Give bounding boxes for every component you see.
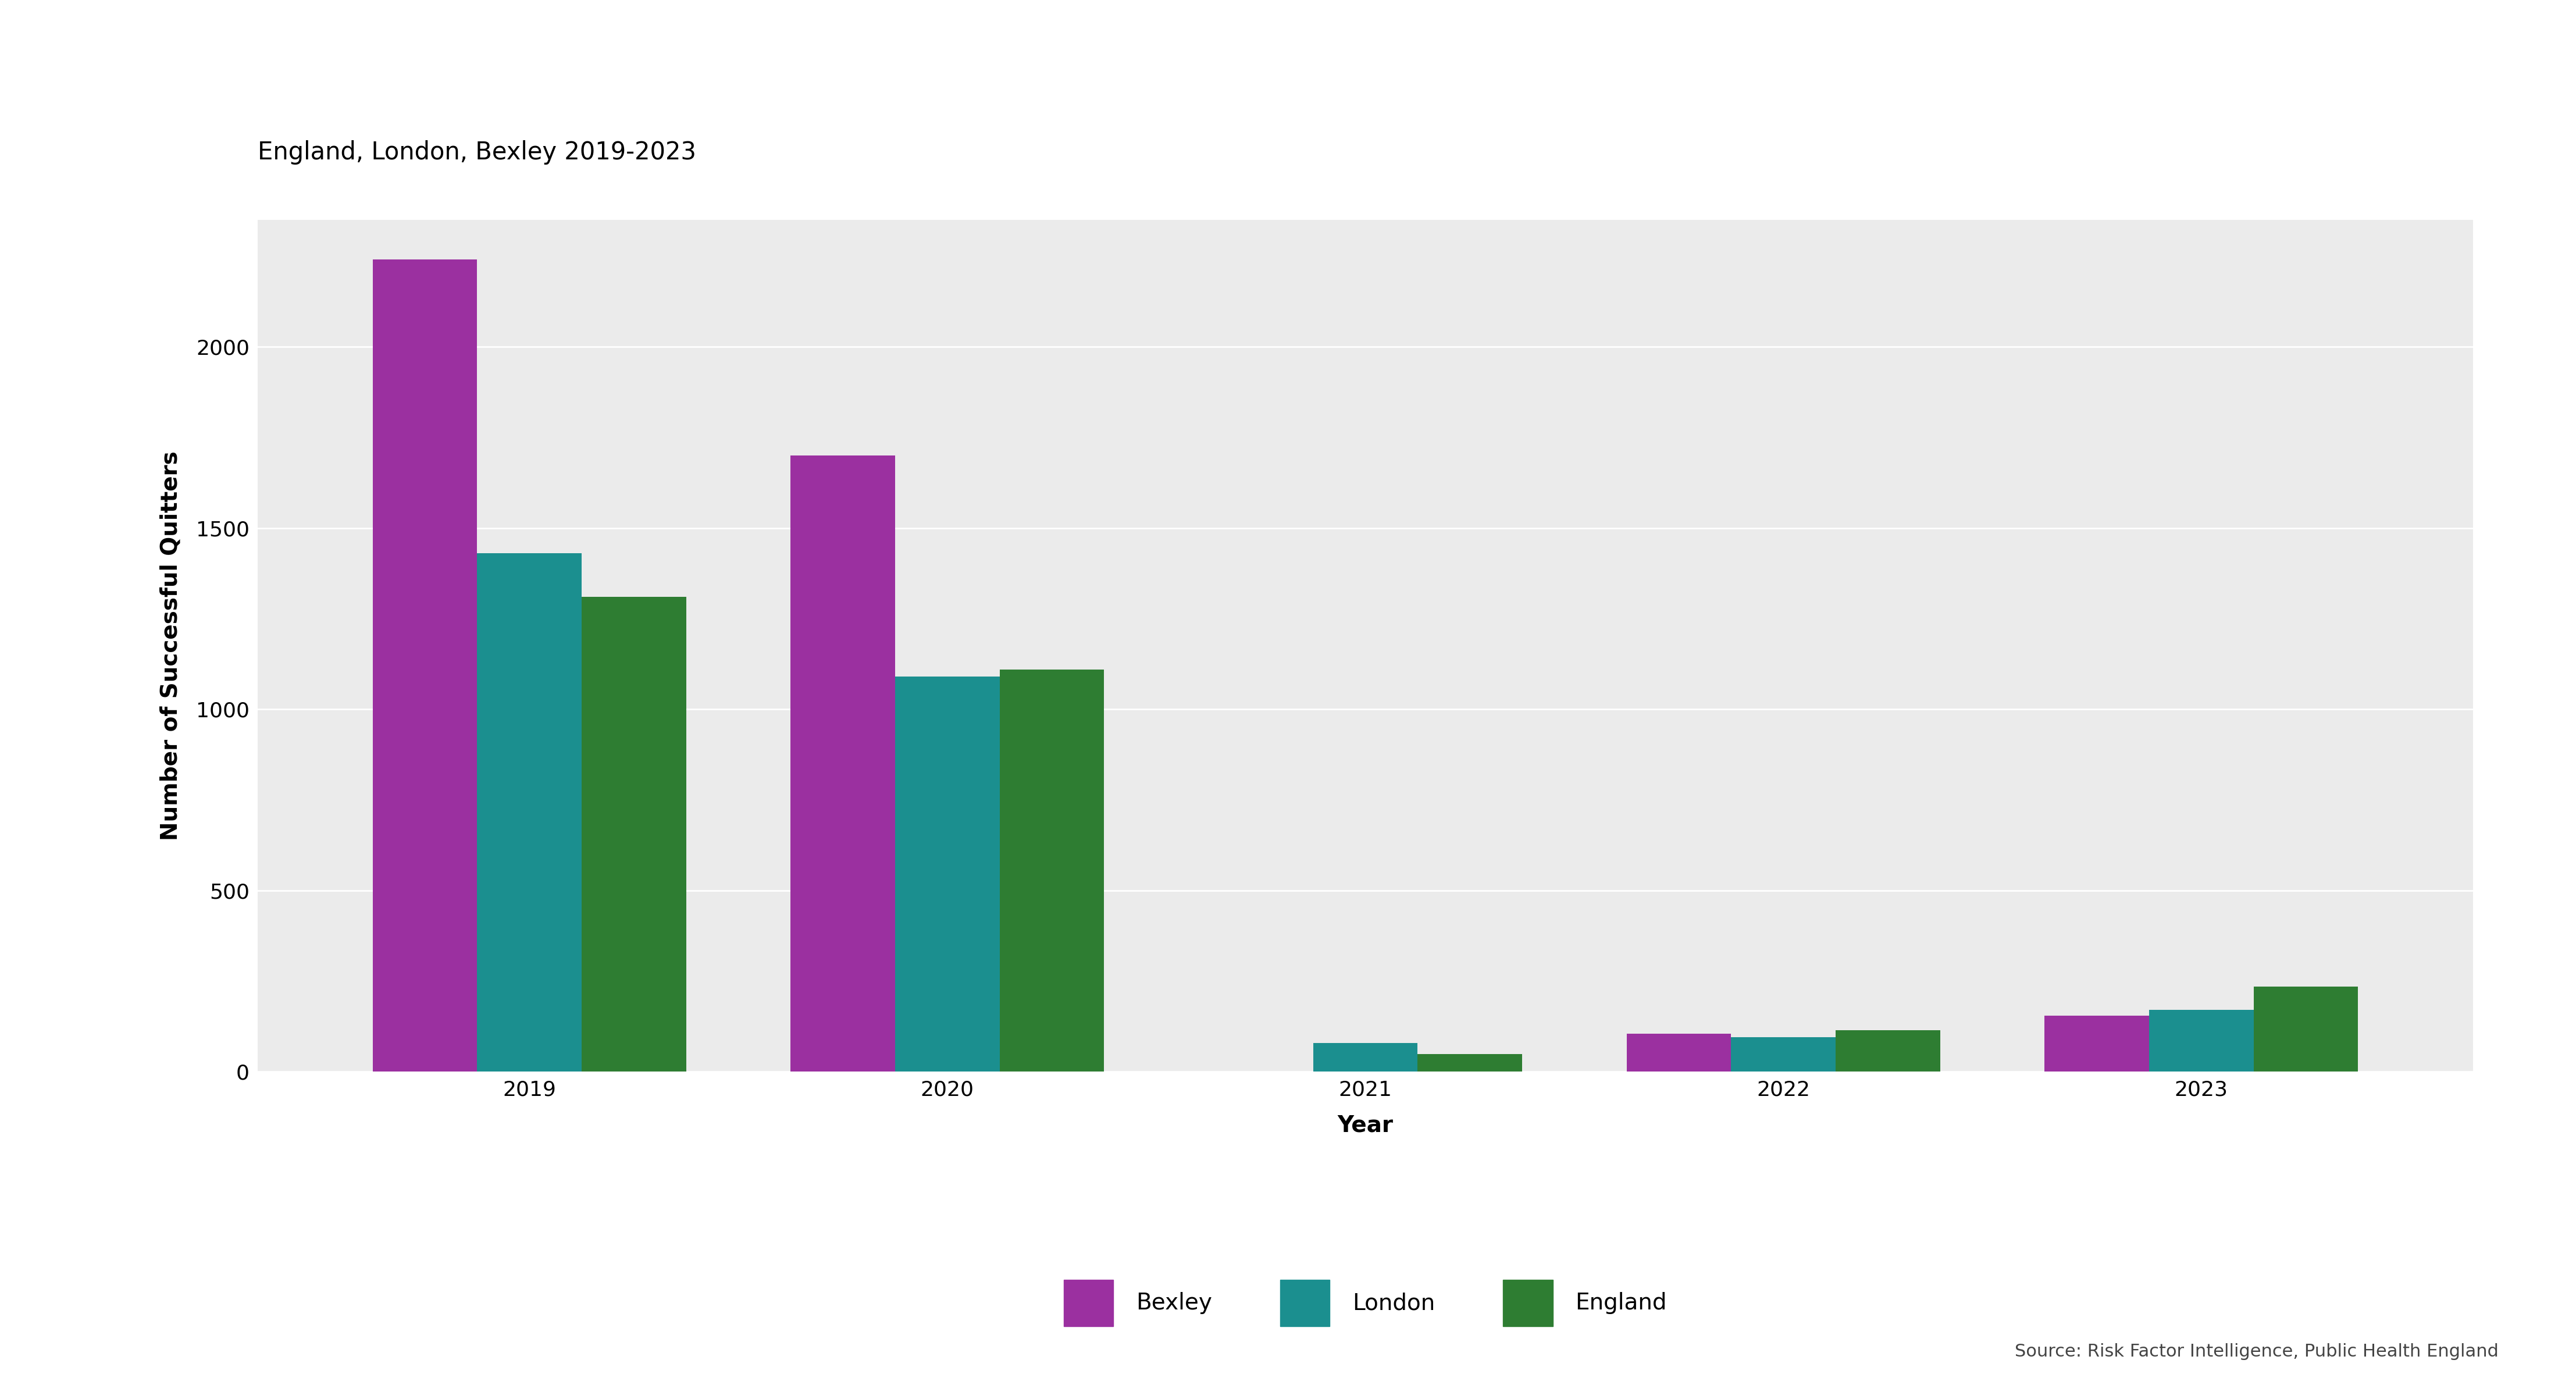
Bar (791, 455, 894, 1072)
Text: England, London, Bexley 2019-2023: England, London, Bexley 2019-2023 (258, 140, 696, 165)
Bar (1731, 1037, 1837, 1072)
Bar (582, 596, 685, 1072)
Legend: Bexley, London, England: Bexley, London, England (1054, 1271, 1677, 1336)
Bar (1314, 1043, 1417, 1072)
Bar (374, 260, 477, 1072)
X-axis label: Year: Year (1337, 1114, 1394, 1136)
Bar (894, 676, 999, 1072)
Y-axis label: Number of Successful Quitters: Number of Successful Quitters (160, 451, 180, 841)
Bar (1417, 1054, 1522, 1072)
Bar (477, 554, 582, 1072)
Bar (1837, 1030, 1940, 1072)
Bar (2148, 1010, 2254, 1072)
Bar (999, 669, 1105, 1072)
Bar (2045, 1015, 2148, 1072)
Text: Source: Risk Factor Intelligence, Public Health England: Source: Risk Factor Intelligence, Public… (2014, 1344, 2499, 1360)
Bar (1625, 1033, 1731, 1072)
Bar (2254, 987, 2357, 1072)
